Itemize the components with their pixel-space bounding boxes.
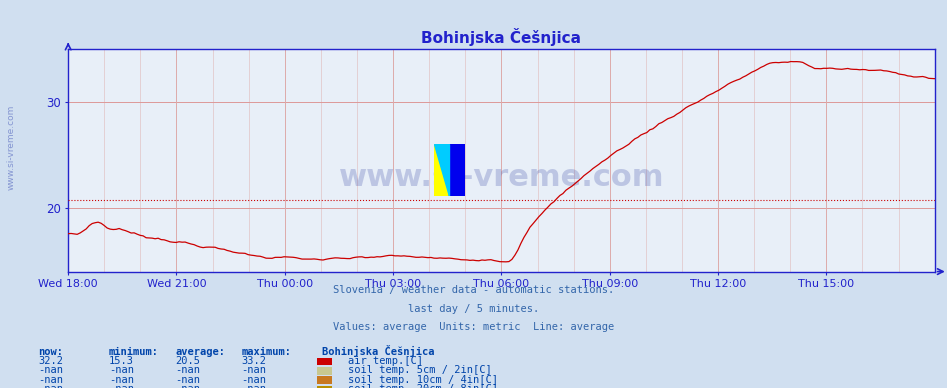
Text: air temp.[C]: air temp.[C] (348, 356, 423, 366)
Text: 32.2: 32.2 (38, 356, 63, 366)
Text: soil temp. 10cm / 4in[C]: soil temp. 10cm / 4in[C] (348, 374, 498, 385)
Text: 20.5: 20.5 (175, 356, 200, 366)
Text: soil temp. 20cm / 8in[C]: soil temp. 20cm / 8in[C] (348, 384, 498, 388)
Text: -nan: -nan (175, 384, 200, 388)
Text: 15.3: 15.3 (109, 356, 134, 366)
Bar (434, 144, 450, 196)
Text: Bohinjska Češnjica: Bohinjska Češnjica (322, 345, 435, 357)
Text: maximum:: maximum: (241, 347, 292, 357)
Text: 33.2: 33.2 (241, 356, 266, 366)
Polygon shape (434, 144, 450, 196)
Text: -nan: -nan (38, 384, 63, 388)
Text: soil temp. 5cm / 2in[C]: soil temp. 5cm / 2in[C] (348, 365, 492, 375)
Text: last day / 5 minutes.: last day / 5 minutes. (408, 303, 539, 314)
Text: Values: average  Units: metric  Line: average: Values: average Units: metric Line: aver… (333, 322, 614, 332)
Text: -nan: -nan (109, 384, 134, 388)
Text: now:: now: (38, 347, 63, 357)
Title: Bohinjska Češnjica: Bohinjska Češnjica (421, 28, 581, 46)
Text: -nan: -nan (109, 365, 134, 375)
Text: average:: average: (175, 347, 225, 357)
Text: -nan: -nan (38, 374, 63, 385)
Text: -nan: -nan (241, 365, 266, 375)
Text: www.si-vreme.com: www.si-vreme.com (7, 105, 16, 190)
Text: -nan: -nan (241, 374, 266, 385)
Text: -nan: -nan (175, 365, 200, 375)
Text: -nan: -nan (109, 374, 134, 385)
Text: -nan: -nan (241, 384, 266, 388)
Text: Slovenia / weather data - automatic stations.: Slovenia / weather data - automatic stat… (333, 285, 614, 295)
Text: www.si-vreme.com: www.si-vreme.com (339, 163, 664, 192)
Bar (450, 144, 465, 196)
Text: -nan: -nan (38, 365, 63, 375)
Text: minimum:: minimum: (109, 347, 159, 357)
Text: -nan: -nan (175, 374, 200, 385)
